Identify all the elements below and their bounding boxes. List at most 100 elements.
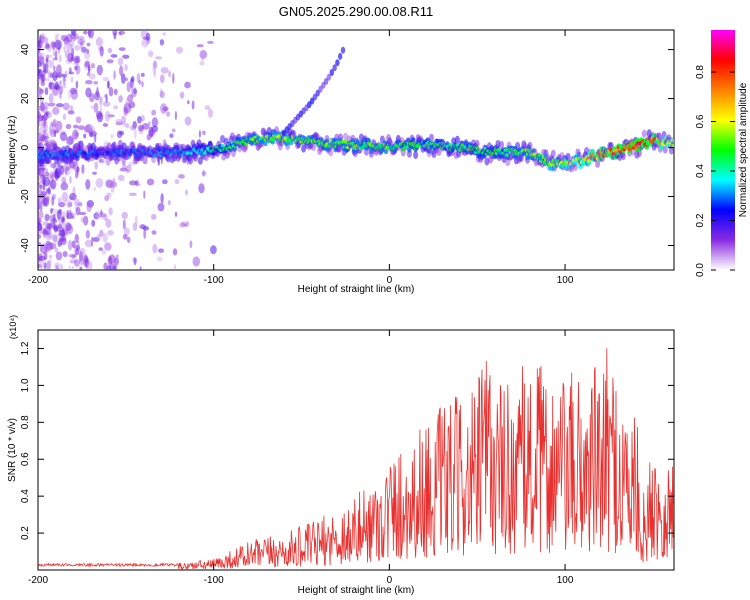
spectrogram-cell <box>199 61 205 66</box>
y-tick-label: 0 <box>20 144 31 150</box>
snr-y-ticks: 0.2 0.4 0.6 0.8 1.0 1.2 <box>20 341 674 540</box>
spectrogram-cell <box>126 236 131 243</box>
spectrogram-cell <box>65 209 72 217</box>
spectrogram-cell <box>49 214 53 221</box>
spectrogram-cell <box>151 117 159 128</box>
spectrogram-cell <box>38 75 42 84</box>
spectrogram-cell <box>340 46 346 54</box>
spectrogram-cell <box>38 105 45 111</box>
spectrogram-x-axis-label: Height of straight line (km) <box>298 284 415 295</box>
spectrogram-cell <box>93 212 99 220</box>
spectrogram-cell <box>198 130 201 138</box>
spectrogram-cell <box>63 43 66 53</box>
spectrogram-cell <box>117 57 124 66</box>
y-tick-label: 0.4 <box>20 489 31 503</box>
spectrogram-cell <box>84 79 93 85</box>
spectrogram-cell <box>86 202 92 213</box>
spectrogram-cell <box>56 209 62 220</box>
spectrogram-cell <box>38 121 41 127</box>
spectrogram-cell <box>58 201 66 208</box>
spectrogram-cell <box>185 220 189 227</box>
x-tick-label: 100 <box>557 575 574 586</box>
spectrogram-cell <box>338 52 343 60</box>
spectrogram-cell <box>105 93 108 103</box>
x-tick-label: 0 <box>387 575 393 586</box>
spectrogram-cell <box>127 94 134 103</box>
spectrogram-cell <box>113 70 116 80</box>
spectrogram-cell <box>108 86 114 97</box>
spectrogram-cell <box>74 57 81 64</box>
spectrogram-cell <box>108 254 116 265</box>
spectrogram-cell <box>105 179 114 189</box>
spectrogram-cell <box>58 80 63 86</box>
spectrogram-cell <box>143 190 146 199</box>
spectrogram-cell <box>126 164 132 173</box>
spectrogram-cell <box>323 77 329 85</box>
spectrogram-cell <box>38 110 41 120</box>
spectrogram-cell <box>90 105 96 110</box>
spectrogram-cell <box>157 248 165 253</box>
spectrogram-cell <box>210 245 217 255</box>
spectrogram-cell <box>67 52 74 63</box>
spectrogram-cell <box>54 33 60 38</box>
y-tick-label: 40 <box>20 44 31 56</box>
spectrogram-cell <box>78 254 85 266</box>
spectrogram-cell <box>499 140 505 149</box>
spectrogram-cell <box>126 81 131 93</box>
spectrogram-cell <box>40 32 46 43</box>
spectrogram-cell <box>134 128 137 139</box>
spectrogram-cell <box>45 240 51 247</box>
spectrogram-cell <box>141 39 149 48</box>
spectrogram-cell <box>70 105 73 111</box>
spectrogram-x-ticks: -200 -100 0 100 <box>28 30 574 286</box>
spectrogram-cell <box>80 41 83 46</box>
spectrogram-cell <box>159 88 163 98</box>
spectrogram-cell <box>103 262 108 270</box>
spectrogram-cell <box>128 192 137 196</box>
spectrogram-cell <box>318 85 323 93</box>
spectrogram-cell <box>151 230 157 235</box>
spectrogram-cell <box>120 115 127 125</box>
x-tick-label: -200 <box>28 575 48 586</box>
spectrogram-cell <box>83 126 90 133</box>
spectrogram-cell <box>102 76 109 82</box>
spectrogram-cell <box>87 30 94 39</box>
spectrogram-cell <box>50 162 57 169</box>
spectrogram-cell <box>200 54 205 62</box>
spectrogram-cell <box>118 30 126 35</box>
spectrogram-cell <box>38 56 44 61</box>
spectrogram-cell <box>64 70 68 78</box>
spectrogram-cell <box>43 112 49 121</box>
spectrogram-cell <box>124 77 129 82</box>
spectrogram-cell <box>146 178 155 186</box>
spectrogram-cell <box>117 174 125 182</box>
spectrogram-cell <box>73 253 77 259</box>
spectrogram-cell <box>43 252 48 260</box>
spectrogram-cell <box>39 123 44 130</box>
spectrogram-cell <box>162 32 166 36</box>
spectrogram-cell <box>426 147 432 154</box>
spectrogram-cell <box>44 226 51 236</box>
spectrogram-cell <box>38 128 44 134</box>
spectrogram-cell <box>46 195 50 202</box>
spectrogram-cell <box>70 89 79 100</box>
spectrogram-cell <box>39 95 43 101</box>
spectrogram-cell <box>75 64 81 75</box>
spectrogram-cell <box>122 233 128 240</box>
spectrogram-cell <box>95 110 103 120</box>
spectrogram-cell <box>45 56 49 65</box>
spectrogram-cell <box>63 162 69 173</box>
spectrogram-cell <box>60 182 69 191</box>
spectrogram-cell <box>130 87 134 97</box>
spectrogram-cell <box>54 74 62 79</box>
spectrogram-cell <box>99 95 103 104</box>
spectrogram-cell <box>88 73 96 80</box>
spectrogram-cell <box>50 207 53 215</box>
spectrogram-cell <box>96 64 103 76</box>
spectrogram-cell <box>95 177 104 189</box>
spectrogram-cell <box>169 133 174 139</box>
spectrogram-cell <box>121 142 127 151</box>
spectrogram-cell <box>129 180 137 186</box>
colorbar-tick-label: 0.6 <box>695 114 706 128</box>
spectrogram-cell <box>142 156 148 165</box>
